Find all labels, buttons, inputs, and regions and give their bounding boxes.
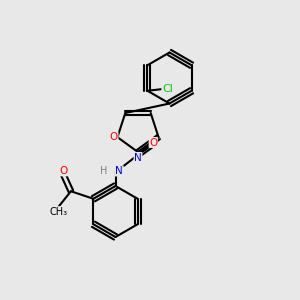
Text: Cl: Cl xyxy=(162,84,173,94)
Text: O: O xyxy=(59,166,68,176)
Text: CH₃: CH₃ xyxy=(50,207,68,217)
Text: N: N xyxy=(134,152,142,163)
Text: N: N xyxy=(116,166,123,176)
Text: O: O xyxy=(110,132,118,142)
Text: H: H xyxy=(100,166,108,176)
Text: O: O xyxy=(149,137,158,148)
